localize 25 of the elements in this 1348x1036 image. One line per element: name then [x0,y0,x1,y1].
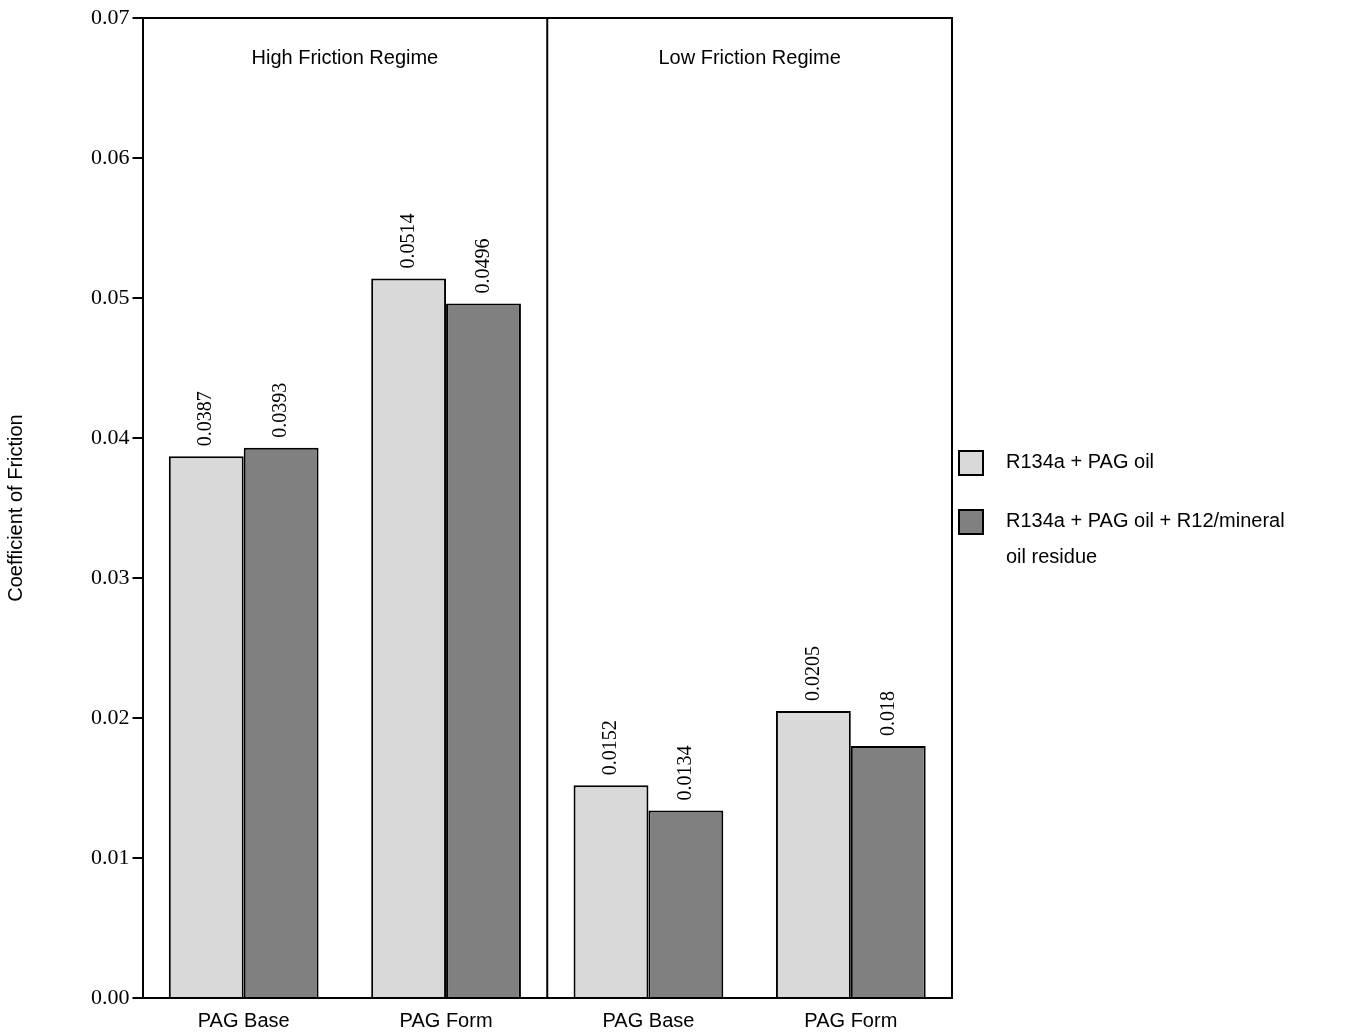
x-tick-label: PAG Base [602,1008,695,1031]
y-tick-label: 0.05 [91,283,130,309]
legend-label: R134a + PAG oil + R12/mineral oil residue [1006,508,1286,569]
legend-label: R134a + PAG oil [1006,449,1155,474]
y-tick-label: 0.07 [91,3,130,29]
y-tick-label: 0.06 [91,143,130,169]
y-tick-label: 0.00 [91,983,130,1009]
data-label: 0.0205 [800,646,823,701]
data-label: 0.0514 [395,213,418,269]
y-axis-title: Coefficient of Friction [3,414,26,602]
annotation: Low Friction Regime [658,45,841,68]
x-tick-label: PAG Base [197,1008,290,1031]
annotation: High Friction Regime [251,45,439,68]
y-tick-label: 0.01 [91,843,130,869]
data-label: 0.0393 [268,382,291,438]
data-label: 0.0134 [673,745,696,801]
data-label: 0.018 [875,691,898,736]
y-tick-label: 0.02 [91,703,130,729]
data-label: 0.0496 [470,238,493,294]
x-tick-label: PAG Form [399,1008,493,1031]
data-label: 0.0152 [598,720,621,776]
y-tick-label: 0.04 [91,423,130,449]
x-tick-label: PAG Form [804,1008,898,1031]
data-label: 0.0387 [193,391,216,447]
y-tick-label: 0.03 [91,563,130,589]
